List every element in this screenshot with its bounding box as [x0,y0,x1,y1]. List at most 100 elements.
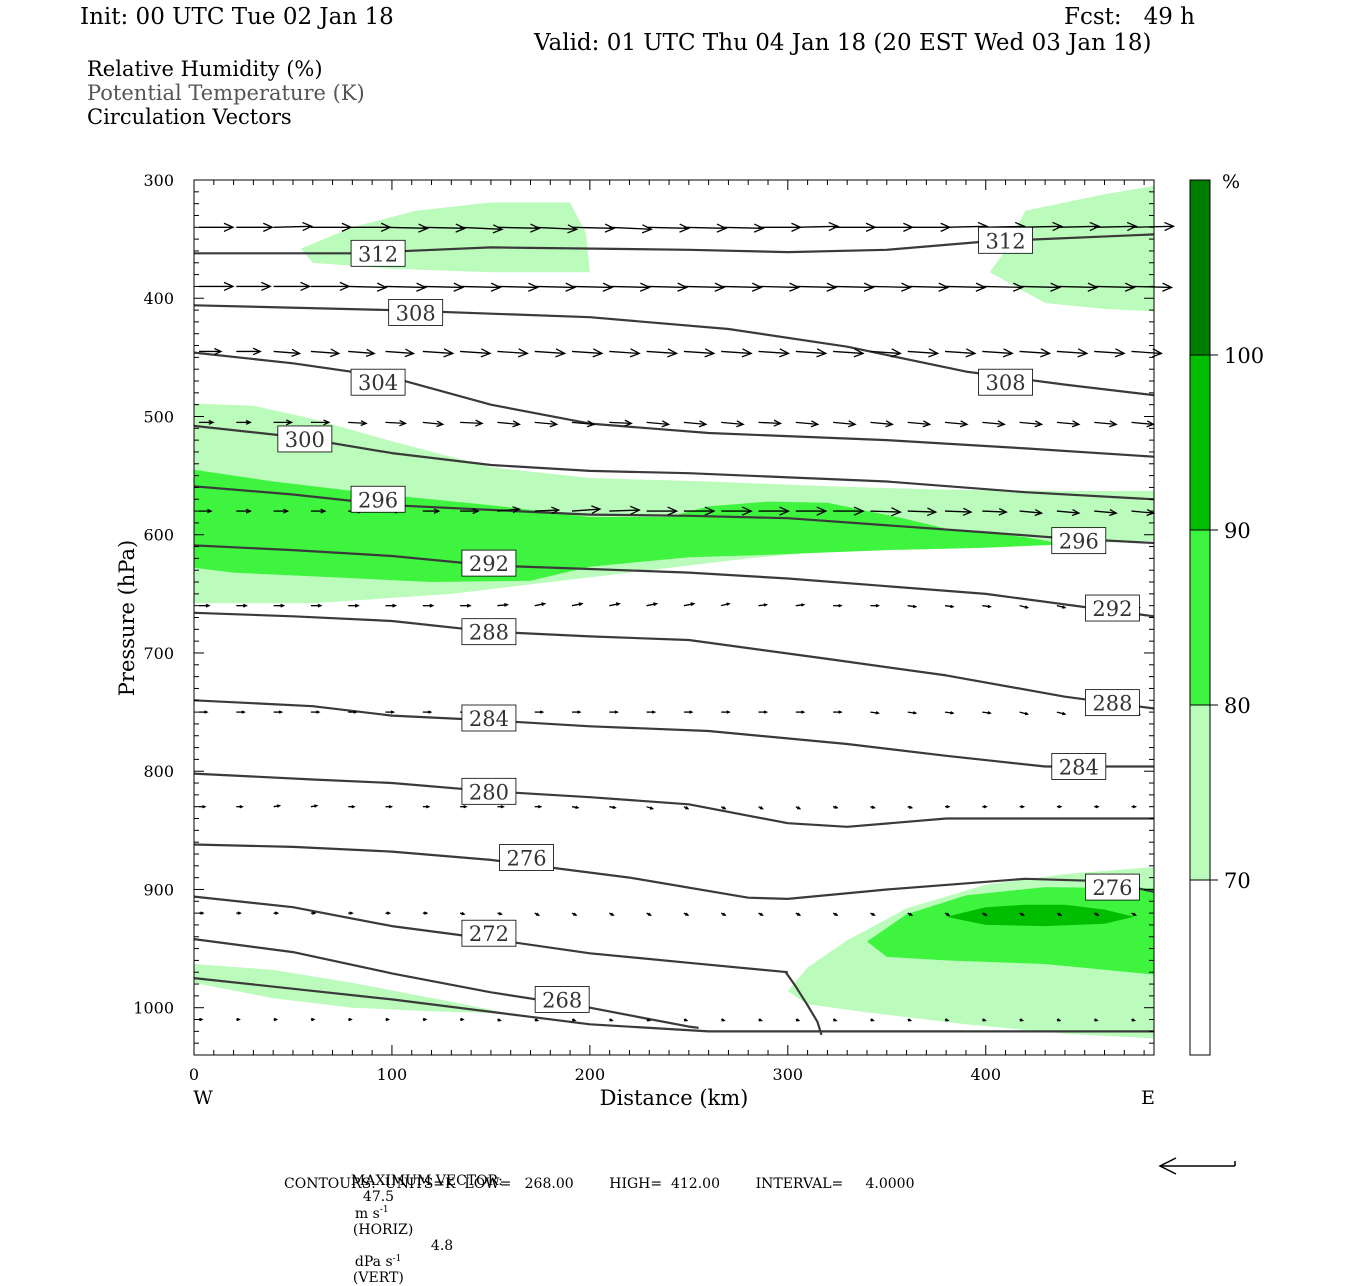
contour-labels: 312 312 308 308 304 300 296 296 292 292 288 288 284 2… [277,226,1140,1013]
vector-arrow [683,223,728,233]
rh-region-70-4 [194,964,511,1014]
vector-arrow [236,1017,241,1022]
vector-arrow [497,603,509,607]
colorbar-segment [1190,355,1210,530]
vector-arrow [758,282,801,292]
colorbar-frame [1189,179,1211,1056]
vector-arrow [646,912,653,916]
vector-arrow [571,223,616,233]
vector-arrow [795,348,828,358]
vector-arrow [273,508,290,514]
y-tick-label: 500 [143,407,174,426]
vector-arrow [646,806,655,810]
field-label-vectors: Circulation Vectors [87,105,292,129]
vector-arrow [758,348,791,358]
vector-arrow [422,710,433,714]
vector-arrow [273,911,280,915]
vector-arrow [683,806,690,810]
vector-arrow [758,603,769,607]
vector-arrow [273,419,294,426]
theta-contour-296-4 [193,485,1155,545]
vector-arrow [721,710,731,714]
colorbar-level-label: 80 [1224,694,1251,718]
vector-arrow [310,603,323,608]
vector-arrow [609,224,653,234]
forecast-hour: Fcst: 49 h [1064,4,1195,30]
vector-arrow [982,711,992,715]
contour-label-288: 288 [1092,692,1132,716]
vector-arrow [646,223,691,233]
contour-label-box [350,485,406,513]
vector-arrow [609,1018,614,1022]
colorbar-level-label: 90 [1224,519,1251,543]
vector-arrow [609,505,641,516]
vector-arrow [1056,282,1099,292]
vector-arrow [833,710,843,714]
vector-arrow [572,710,582,714]
vector-arrow [833,603,843,608]
max-vector-horiz-exp: -1 [379,1205,389,1215]
vector-arrow [683,282,726,292]
vector-arrow [534,506,561,515]
contour-label-box [534,986,590,1013]
vector-arrow [833,348,865,358]
contour-label-300: 300 [285,428,325,452]
vector-arrow [1094,508,1118,517]
vector-arrow [571,505,602,515]
vector-arrow [945,804,951,809]
contour-label-276: 276 [1092,876,1132,900]
vector-arrow [870,222,914,232]
theta-contour-276-9 [193,843,1155,901]
vector-arrow [646,420,671,428]
vector-arrow [1056,912,1063,916]
vector-arrow [348,911,354,915]
relative-humidity-shading [194,185,1154,1039]
vector-arrow [1094,221,1138,232]
theta-contour-288-6 [193,611,1155,710]
vector-arrow [422,420,445,428]
vector-arrow [1094,348,1126,358]
vector-arrow [348,1017,353,1022]
vector-arrow [534,348,567,358]
vector-arrow [683,912,690,916]
vector-arrow [795,806,802,810]
vector-arrow [1056,605,1067,609]
west-label: W [193,1087,213,1109]
vector-arrow [721,506,753,516]
vector-arrow [870,282,912,292]
vector-arrow [1019,348,1052,358]
vector-arrow [720,912,727,916]
vector-arrow [1094,420,1118,428]
theta-contour-272-12 [784,971,823,1036]
vector-arrow [199,508,213,514]
y-tick-label: 300 [143,171,174,190]
vector-arrow [1094,804,1100,809]
contour-label-292: 292 [1092,597,1132,621]
vector-arrow [646,506,679,516]
vector-arrow [422,508,441,514]
vector-arrow [273,603,286,608]
theta-contour-292-5 [193,544,1155,618]
x-tick-label: 200 [575,1065,606,1084]
vector-arrow [609,710,619,714]
vector-arrow [460,603,472,608]
vector-arrow [1019,508,1044,517]
vector-arrow [982,420,1006,428]
y-tick-label: 900 [143,880,174,899]
vector-arrow [1056,420,1081,428]
vector-arrow [459,911,466,916]
vector-arrow [497,282,539,292]
vector-arrow [310,419,331,426]
vector-arrow [348,603,360,608]
vector-arrow [273,221,314,232]
vector-arrow [199,347,223,356]
east-label: E [1141,1087,1155,1109]
x-tick-label: 300 [773,1065,804,1084]
vector-arrow [907,282,950,292]
vector-arrow [646,710,657,714]
theta-contour-264-13 [193,977,1154,1033]
vector-arrow [1019,605,1030,609]
vector-arrow [273,1017,279,1022]
vector-arrow [534,420,559,428]
vector-arrow [348,420,368,427]
